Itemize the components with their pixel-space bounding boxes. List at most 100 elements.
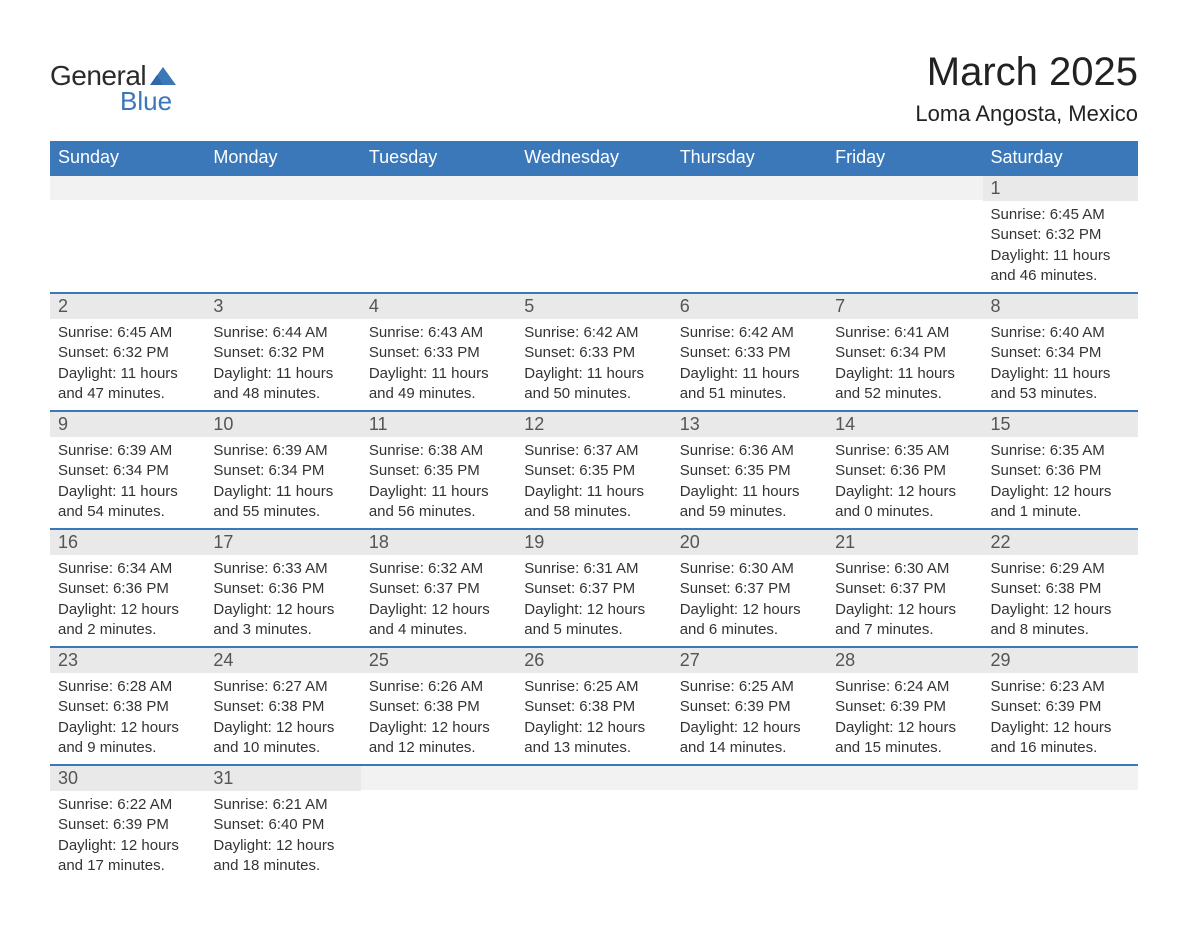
day-number: 9 xyxy=(50,412,205,437)
day-content: Sunrise: 6:28 AMSunset: 6:38 PMDaylight:… xyxy=(50,673,205,764)
day-line-d2: and 15 minutes. xyxy=(835,738,974,758)
day-cell: 17Sunrise: 6:33 AMSunset: 6:36 PMDayligh… xyxy=(205,530,360,646)
day-line-sr: Sunrise: 6:21 AM xyxy=(213,795,352,815)
day-line-d2: and 50 minutes. xyxy=(524,384,663,404)
day-number: 29 xyxy=(983,648,1138,673)
week-row: 23Sunrise: 6:28 AMSunset: 6:38 PMDayligh… xyxy=(50,646,1138,764)
weeks-container: 1Sunrise: 6:45 AMSunset: 6:32 PMDaylight… xyxy=(50,174,1138,882)
day-line-d1: Daylight: 11 hours xyxy=(213,482,352,502)
day-cell: 6Sunrise: 6:42 AMSunset: 6:33 PMDaylight… xyxy=(672,294,827,410)
day-line-d1: Daylight: 12 hours xyxy=(369,718,508,738)
logo-shape-icon xyxy=(150,67,176,85)
weekday-header: Sunday xyxy=(50,141,205,174)
day-line-d1: Daylight: 11 hours xyxy=(369,482,508,502)
day-line-ss: Sunset: 6:33 PM xyxy=(680,343,819,363)
day-line-sr: Sunrise: 6:22 AM xyxy=(58,795,197,815)
day-line-sr: Sunrise: 6:42 AM xyxy=(680,323,819,343)
week-row: 2Sunrise: 6:45 AMSunset: 6:32 PMDaylight… xyxy=(50,292,1138,410)
day-cell: 10Sunrise: 6:39 AMSunset: 6:34 PMDayligh… xyxy=(205,412,360,528)
day-line-ss: Sunset: 6:39 PM xyxy=(680,697,819,717)
day-cell xyxy=(361,766,516,882)
weekday-header: Monday xyxy=(205,141,360,174)
day-line-sr: Sunrise: 6:31 AM xyxy=(524,559,663,579)
day-line-ss: Sunset: 6:32 PM xyxy=(213,343,352,363)
header: General Blue March 2025 Loma Angosta, Me… xyxy=(50,50,1138,127)
day-line-d1: Daylight: 12 hours xyxy=(835,600,974,620)
day-line-d1: Daylight: 12 hours xyxy=(58,836,197,856)
day-line-d1: Daylight: 11 hours xyxy=(835,364,974,384)
day-cell: 18Sunrise: 6:32 AMSunset: 6:37 PMDayligh… xyxy=(361,530,516,646)
day-content: Sunrise: 6:31 AMSunset: 6:37 PMDaylight:… xyxy=(516,555,671,646)
day-line-d2: and 12 minutes. xyxy=(369,738,508,758)
day-cell: 27Sunrise: 6:25 AMSunset: 6:39 PMDayligh… xyxy=(672,648,827,764)
day-line-sr: Sunrise: 6:43 AM xyxy=(369,323,508,343)
day-cell: 23Sunrise: 6:28 AMSunset: 6:38 PMDayligh… xyxy=(50,648,205,764)
day-cell: 12Sunrise: 6:37 AMSunset: 6:35 PMDayligh… xyxy=(516,412,671,528)
day-content: Sunrise: 6:32 AMSunset: 6:37 PMDaylight:… xyxy=(361,555,516,646)
day-number xyxy=(361,766,516,790)
day-content: Sunrise: 6:25 AMSunset: 6:39 PMDaylight:… xyxy=(672,673,827,764)
logo-text-blue: Blue xyxy=(120,86,172,117)
day-line-d2: and 18 minutes. xyxy=(213,856,352,876)
week-row: 1Sunrise: 6:45 AMSunset: 6:32 PMDaylight… xyxy=(50,174,1138,292)
day-number: 24 xyxy=(205,648,360,673)
day-line-d2: and 48 minutes. xyxy=(213,384,352,404)
day-line-ss: Sunset: 6:40 PM xyxy=(213,815,352,835)
day-line-sr: Sunrise: 6:39 AM xyxy=(213,441,352,461)
day-content xyxy=(361,790,516,876)
day-cell: 11Sunrise: 6:38 AMSunset: 6:35 PMDayligh… xyxy=(361,412,516,528)
day-line-sr: Sunrise: 6:29 AM xyxy=(991,559,1130,579)
day-content: Sunrise: 6:36 AMSunset: 6:35 PMDaylight:… xyxy=(672,437,827,528)
day-cell: 15Sunrise: 6:35 AMSunset: 6:36 PMDayligh… xyxy=(983,412,1138,528)
day-line-d2: and 49 minutes. xyxy=(369,384,508,404)
day-number: 11 xyxy=(361,412,516,437)
day-number xyxy=(516,176,671,200)
day-cell: 4Sunrise: 6:43 AMSunset: 6:33 PMDaylight… xyxy=(361,294,516,410)
day-line-ss: Sunset: 6:39 PM xyxy=(991,697,1130,717)
day-content: Sunrise: 6:35 AMSunset: 6:36 PMDaylight:… xyxy=(983,437,1138,528)
day-line-sr: Sunrise: 6:25 AM xyxy=(680,677,819,697)
day-number: 12 xyxy=(516,412,671,437)
day-line-sr: Sunrise: 6:36 AM xyxy=(680,441,819,461)
day-line-d1: Daylight: 11 hours xyxy=(58,482,197,502)
day-line-d1: Daylight: 12 hours xyxy=(524,600,663,620)
day-line-d1: Daylight: 12 hours xyxy=(369,600,508,620)
day-line-d2: and 47 minutes. xyxy=(58,384,197,404)
day-cell xyxy=(205,176,360,292)
day-line-d2: and 52 minutes. xyxy=(835,384,974,404)
day-content: Sunrise: 6:34 AMSunset: 6:36 PMDaylight:… xyxy=(50,555,205,646)
day-line-sr: Sunrise: 6:24 AM xyxy=(835,677,974,697)
day-line-d2: and 1 minute. xyxy=(991,502,1130,522)
day-content: Sunrise: 6:26 AMSunset: 6:38 PMDaylight:… xyxy=(361,673,516,764)
day-line-d1: Daylight: 11 hours xyxy=(524,364,663,384)
day-line-ss: Sunset: 6:36 PM xyxy=(991,461,1130,481)
day-line-ss: Sunset: 6:34 PM xyxy=(991,343,1130,363)
day-line-sr: Sunrise: 6:40 AM xyxy=(991,323,1130,343)
day-line-d2: and 46 minutes. xyxy=(991,266,1130,286)
day-number xyxy=(205,176,360,200)
day-number: 23 xyxy=(50,648,205,673)
day-number: 4 xyxy=(361,294,516,319)
day-number: 22 xyxy=(983,530,1138,555)
day-line-sr: Sunrise: 6:23 AM xyxy=(991,677,1130,697)
location: Loma Angosta, Mexico xyxy=(915,101,1138,127)
day-line-d2: and 4 minutes. xyxy=(369,620,508,640)
day-line-ss: Sunset: 6:38 PM xyxy=(369,697,508,717)
day-content xyxy=(50,200,205,286)
day-line-ss: Sunset: 6:36 PM xyxy=(213,579,352,599)
weekday-header: Tuesday xyxy=(361,141,516,174)
day-cell xyxy=(983,766,1138,882)
day-cell: 14Sunrise: 6:35 AMSunset: 6:36 PMDayligh… xyxy=(827,412,982,528)
day-content xyxy=(361,200,516,286)
day-cell xyxy=(827,176,982,292)
day-line-ss: Sunset: 6:36 PM xyxy=(835,461,974,481)
day-content: Sunrise: 6:45 AMSunset: 6:32 PMDaylight:… xyxy=(50,319,205,410)
day-number: 27 xyxy=(672,648,827,673)
day-cell: 5Sunrise: 6:42 AMSunset: 6:33 PMDaylight… xyxy=(516,294,671,410)
day-line-sr: Sunrise: 6:42 AM xyxy=(524,323,663,343)
day-cell xyxy=(516,176,671,292)
day-number xyxy=(50,176,205,200)
day-cell xyxy=(827,766,982,882)
day-number: 25 xyxy=(361,648,516,673)
day-line-sr: Sunrise: 6:27 AM xyxy=(213,677,352,697)
